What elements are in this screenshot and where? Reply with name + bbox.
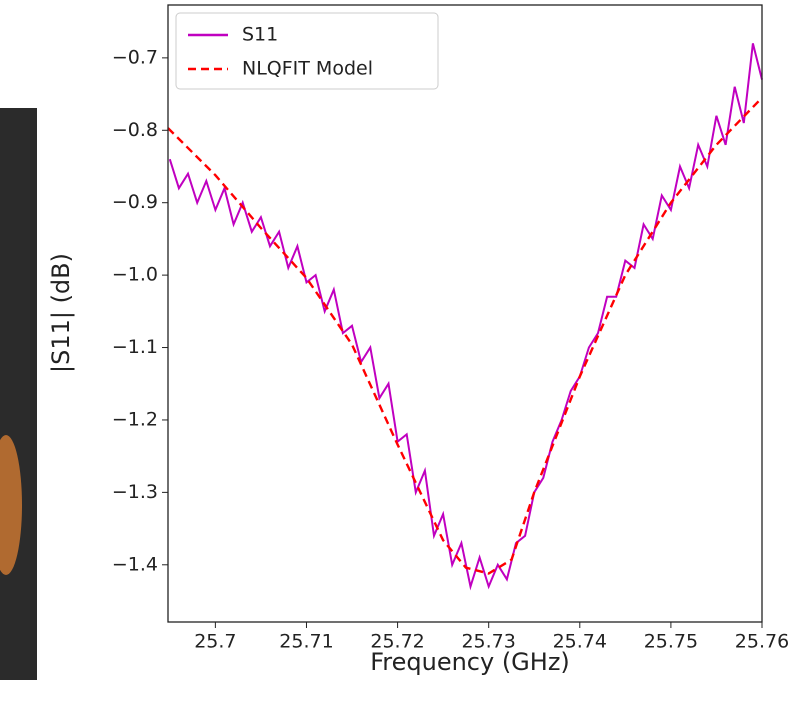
x-axis-label: Frequency (GHz) <box>370 648 570 676</box>
x-tick-label: 25.76 <box>735 631 789 653</box>
series-line <box>167 96 763 575</box>
legend-box <box>175 12 439 90</box>
series-line <box>168 43 763 591</box>
y-tick-label: −1.1 <box>112 336 158 358</box>
y-tick-label: −0.8 <box>112 119 158 141</box>
plot-area <box>168 5 762 622</box>
legend-label: S11 <box>242 24 278 46</box>
x-tick-label: 25.7 <box>194 631 236 653</box>
photo-strip <box>0 108 37 680</box>
y-tick-label: −1.4 <box>112 553 158 575</box>
x-tick-label: 25.75 <box>644 631 698 653</box>
y-tick-label: −0.9 <box>112 191 158 213</box>
x-tick-label: 25.74 <box>553 631 607 653</box>
x-tick-label: 25.72 <box>370 631 424 653</box>
y-axis-label: |S11| (dB) <box>47 253 75 373</box>
y-tick-label: −1.3 <box>112 481 158 503</box>
legend-label: NLQFIT Model <box>242 58 373 80</box>
y-tick-label: −0.7 <box>112 46 158 68</box>
plot-frame <box>167 4 763 623</box>
y-tick-label: −1.2 <box>112 408 158 430</box>
x-tick-label: 25.73 <box>461 631 515 653</box>
x-tick-label: 25.71 <box>279 631 333 653</box>
y-tick-label: −1.0 <box>112 264 158 286</box>
